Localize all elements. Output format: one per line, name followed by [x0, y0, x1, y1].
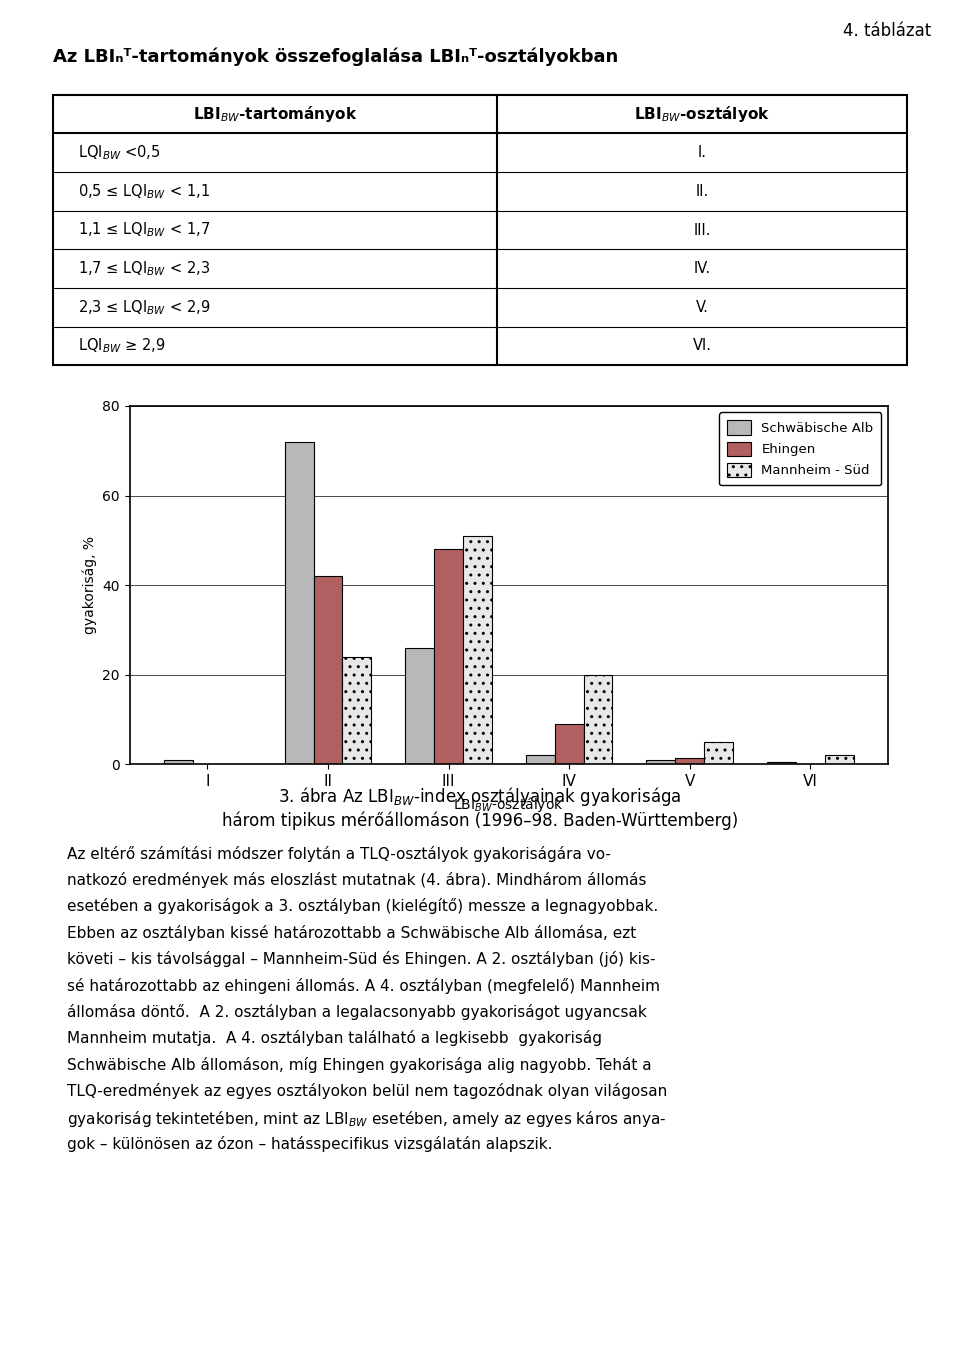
Text: LBI$_{BW}$-tartományok: LBI$_{BW}$-tartományok: [193, 104, 357, 124]
Text: 1,1 ≤ LQI$_{BW}$ < 1,7: 1,1 ≤ LQI$_{BW}$ < 1,7: [79, 221, 210, 239]
Text: állomása döntő.  A 2. osztályban a legalacsonyabb gyakoriságot ugyancsak: állomása döntő. A 2. osztályban a legala…: [67, 1004, 647, 1020]
FancyBboxPatch shape: [53, 95, 907, 365]
Text: 3. ábra Az LBI$_{BW}$-index osztályainak gyakorisága: 3. ábra Az LBI$_{BW}$-index osztályainak…: [278, 785, 682, 808]
Text: LQI$_{BW}$ ≥ 2,9: LQI$_{BW}$ ≥ 2,9: [79, 337, 166, 356]
Text: Ebben az osztályban kissé határozottabb a Schwäbische Alb állomása, ezt: Ebben az osztályban kissé határozottabb …: [67, 925, 636, 940]
Bar: [405, 648, 434, 764]
Bar: [314, 576, 343, 764]
Bar: [646, 760, 675, 764]
Text: Az eltérő számítási módszer folytán a TLQ-osztályok gyakoriságára vo-: Az eltérő számítási módszer folytán a TL…: [67, 846, 612, 862]
Text: 4. táblázat: 4. táblázat: [843, 22, 931, 39]
Bar: [584, 675, 612, 764]
Text: esetében a gyakoriságok a 3. osztályban (kielégítő) messze a legnagyobbak.: esetében a gyakoriságok a 3. osztályban …: [67, 898, 659, 915]
Text: gyakoriság tekintetében, mint az LBI$_{BW}$ esetében, amely az egyes káros anya-: gyakoriság tekintetében, mint az LBI$_{B…: [67, 1109, 667, 1130]
Text: LQI$_{BW}$ <0,5: LQI$_{BW}$ <0,5: [79, 143, 161, 162]
Text: Schwäbische Alb állomáson, míg Ehingen gyakorisága alig nagyobb. Tehát a: Schwäbische Alb állomáson, míg Ehingen g…: [67, 1057, 652, 1073]
Bar: [526, 755, 555, 764]
Text: VI.: VI.: [693, 338, 711, 353]
Text: 0,5 ≤ LQI$_{BW}$ < 1,1: 0,5 ≤ LQI$_{BW}$ < 1,1: [79, 183, 210, 200]
Bar: [463, 536, 492, 764]
Text: LBI$_{BW}$-osztályok: LBI$_{BW}$-osztályok: [635, 104, 770, 124]
Text: 2,3 ≤ LQI$_{BW}$ < 2,9: 2,3 ≤ LQI$_{BW}$ < 2,9: [79, 298, 211, 317]
Text: III.: III.: [693, 222, 711, 238]
Bar: [767, 762, 796, 764]
Bar: [704, 741, 733, 764]
Text: három tipikus mérőállomáson (1996–98. Baden-Württemberg): három tipikus mérőállomáson (1996–98. Ba…: [222, 812, 738, 831]
Text: sé határozottabb az ehingeni állomás. A 4. osztályban (megfelelő) Mannheim: sé határozottabb az ehingeni állomás. A …: [67, 977, 660, 993]
Bar: [675, 758, 704, 764]
Text: natkozó eredmények más eloszlást mutatnak (4. ábra). Mindhárom állomás: natkozó eredmények más eloszlást mutatna…: [67, 873, 647, 888]
Bar: [825, 755, 853, 764]
Text: I.: I.: [698, 145, 707, 160]
Bar: [434, 549, 463, 764]
X-axis label: LBI$_{BW}$-osztályok: LBI$_{BW}$-osztályok: [453, 794, 564, 813]
Bar: [555, 724, 584, 764]
Text: IV.: IV.: [693, 261, 710, 276]
Y-axis label: gyakoriság, %: gyakoriság, %: [83, 536, 97, 635]
Text: TLQ-eredmények az egyes osztályokon belül nem tagozódnak olyan világosan: TLQ-eredmények az egyes osztályokon belü…: [67, 1082, 667, 1099]
Text: Mannheim mutatja.  A 4. osztályban található a legkisebb  gyakoriság: Mannheim mutatja. A 4. osztályban találh…: [67, 1031, 602, 1046]
Text: követi – kis távolsággal – Mannheim-Süd és Ehingen. A 2. osztályban (jó) kis-: követi – kis távolsággal – Mannheim-Süd …: [67, 951, 656, 967]
Text: 1,7 ≤ LQI$_{BW}$ < 2,3: 1,7 ≤ LQI$_{BW}$ < 2,3: [79, 260, 210, 277]
Bar: [164, 760, 193, 764]
Bar: [284, 442, 314, 764]
Text: Az LBIₙᵀ-tartományok összefoglalása LBIₙᵀ-osztályokban: Az LBIₙᵀ-tartományok összefoglalása LBIₙ…: [53, 47, 618, 66]
Legend: Schwäbische Alb, Ehingen, Mannheim - Süd: Schwäbische Alb, Ehingen, Mannheim - Süd: [719, 413, 881, 486]
Bar: [343, 658, 372, 764]
Text: gok – különösen az ózon – hatásspecifikus vizsgálatán alapszik.: gok – különösen az ózon – hatásspecifiku…: [67, 1137, 553, 1151]
Text: V.: V.: [696, 300, 708, 315]
Text: II.: II.: [695, 184, 708, 199]
